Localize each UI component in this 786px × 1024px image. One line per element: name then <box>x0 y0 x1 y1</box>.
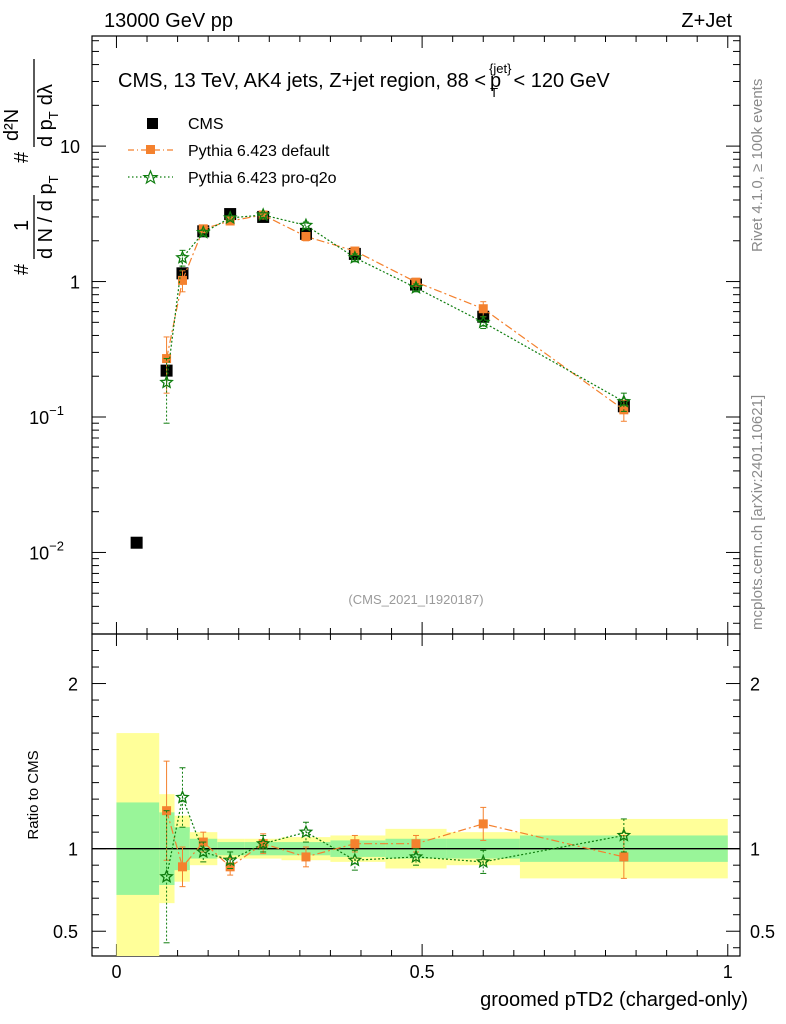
y-tick-label: 10−1 <box>29 403 64 428</box>
point-pro-q2o <box>175 250 190 264</box>
ratio-point-default <box>350 839 360 849</box>
point-pro-q2o <box>475 314 491 329</box>
x-tick-label: 0 <box>111 962 121 982</box>
ratio-point-default <box>619 852 629 862</box>
x-axis-label: groomed pTD2 (charged-only) <box>480 989 748 1011</box>
ratio-point-pro-q2o <box>195 844 211 859</box>
point-default <box>258 210 268 220</box>
point-default <box>198 224 208 234</box>
analysis-id: (CMS_2021_I1920187) <box>348 592 483 607</box>
legend-cms-marker <box>147 118 158 129</box>
y-label-dn: d N / d pT <box>35 175 61 259</box>
point-pro-q2o <box>159 374 174 389</box>
ratio-point-default <box>478 819 488 829</box>
rivet-label: Rivet 4.1.0, ≥ 100k events <box>749 79 766 252</box>
ratio-tick-label-right: 1 <box>750 840 760 860</box>
ratio-tick-label-left: 0.5 <box>53 922 78 942</box>
ratio-point-pro-q2o <box>408 849 424 864</box>
point-pro-q2o <box>616 393 632 408</box>
legend-item-pythia-pro-q2o: Pythia 6.423 pro-q2o <box>128 169 337 187</box>
point-pro-q2o <box>195 224 211 239</box>
x-tick-label: 0.5 <box>410 962 435 982</box>
ratio-tick-label-left: 2 <box>68 675 78 695</box>
ratio-point-pro-q2o <box>298 824 314 839</box>
ratio-point-default <box>411 839 421 849</box>
ratio-point-default <box>225 862 235 872</box>
y-tick-label: 10−2 <box>29 538 64 563</box>
data-marks <box>130 207 632 944</box>
legend-item-pythia-default: Pythia 6.423 default <box>128 143 330 160</box>
y-label-d2n: d²N <box>1 109 23 141</box>
ratio-point-default <box>301 852 311 862</box>
point-default <box>177 275 187 285</box>
y-label-hash-1: # <box>11 263 33 275</box>
ratio-point-pro-q2o <box>616 827 632 842</box>
legend-pro-q2o-label: Pythia 6.423 pro-q2o <box>188 170 337 187</box>
ratio-tick-label-right: 2 <box>750 675 760 695</box>
y-tick-label: 10 <box>60 137 80 157</box>
point-pro-q2o <box>298 217 314 232</box>
legend: CMS Pythia 6.423 default Pythia 6.423 pr… <box>128 116 337 187</box>
legend-cms-label: CMS <box>188 116 224 133</box>
ratio-line-pro-q2o <box>166 795 624 877</box>
line-pro-q2o <box>166 214 625 403</box>
legend-default-label: Pythia 6.423 default <box>188 143 330 160</box>
ratio-point-pro-q2o <box>475 854 491 869</box>
x-tick-label: 1 <box>723 962 733 982</box>
y-axis-label: # 1 d N / d pT # d²N d pTdλ <box>1 59 61 275</box>
point-default <box>478 304 488 314</box>
y-tick-label: 1 <box>70 273 80 293</box>
point-default <box>301 232 311 242</box>
ratio-point-pro-q2o <box>347 852 363 867</box>
line-default <box>166 214 625 411</box>
ratio-line-default <box>166 810 624 869</box>
axis-ticks: 0 0.5 1 10−2 10−1 1 10 0.5 0.5 1 1 2 2 <box>29 36 775 982</box>
ratio-tick-label-left: 1 <box>68 840 78 860</box>
ratio-point-pro-q2o <box>159 869 174 883</box>
legend-default-marker <box>146 145 155 154</box>
header-left: 13000 GeV pp <box>104 10 233 32</box>
y-label-hash-2: # <box>11 151 33 163</box>
point-pro-q2o <box>255 207 271 222</box>
point-pro-q2o <box>408 280 424 294</box>
ratio-point-default <box>177 862 187 872</box>
ratio-plot-frame <box>91 633 741 957</box>
ratio-point-pro-q2o <box>222 852 238 867</box>
chart-title: CMS, 13 TeV, AK4 jets, Z+jet region, 88 … <box>118 61 610 100</box>
point-pro-q2o <box>222 210 238 225</box>
legend-pro-q2o-marker <box>142 169 159 185</box>
mcplots-label: mcplots.cern.ch [arXiv:2401.10621] <box>749 395 766 630</box>
y-label-dp: d pTdλ <box>35 84 61 147</box>
ratio-tick-label-right: 0.5 <box>750 922 775 942</box>
y-label-one: 1 <box>11 220 33 231</box>
point-pro-q2o <box>347 250 363 264</box>
header-right: Z+Jet <box>681 10 732 32</box>
ratio-point-pro-q2o <box>255 836 271 850</box>
legend-item-cms: CMS <box>147 116 224 133</box>
ratio-y-label: Ratio to CMS <box>25 750 42 839</box>
ratio-point-pro-q2o <box>175 789 190 804</box>
cms-data-point <box>130 536 143 549</box>
